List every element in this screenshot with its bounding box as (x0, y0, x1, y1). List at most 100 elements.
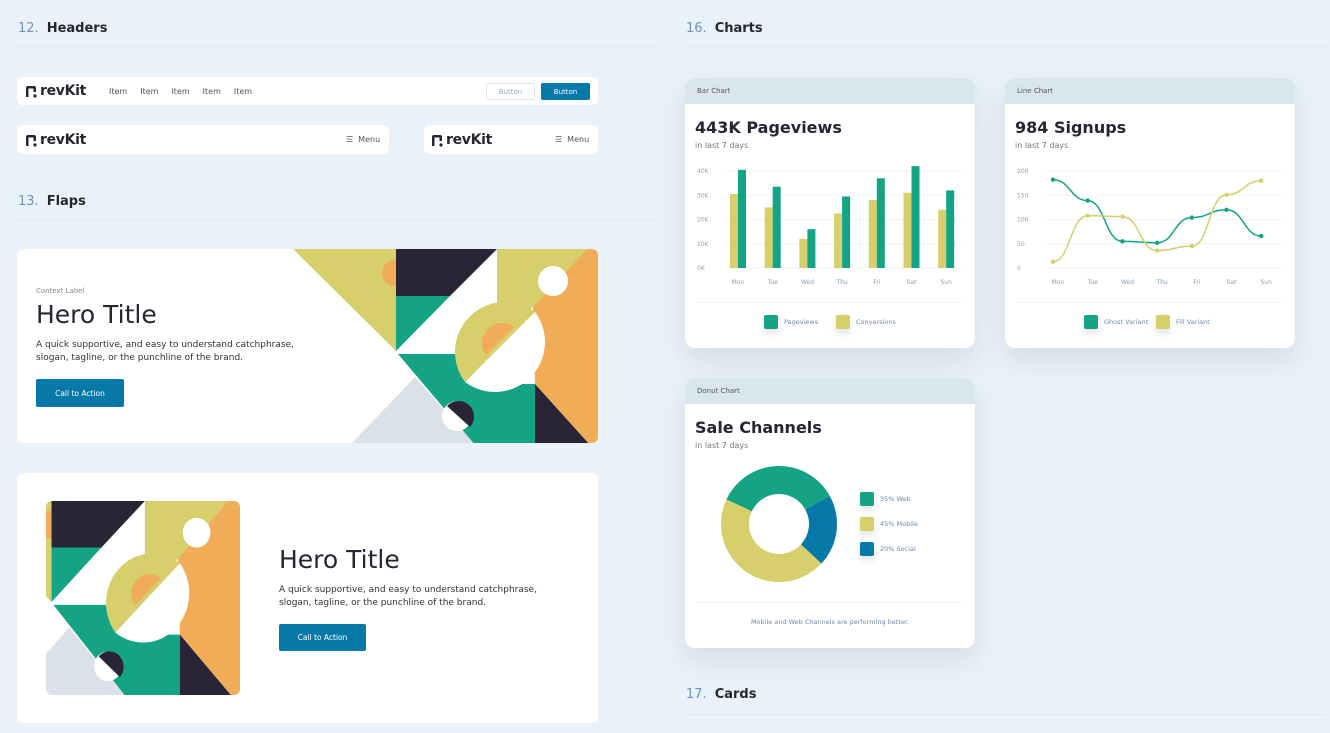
x-tick-label: Wed (1121, 279, 1134, 286)
legend-swatch (1084, 315, 1098, 329)
y-tick-label: 200 (1017, 168, 1029, 175)
legend-swatch (764, 315, 778, 329)
bar-conversions (903, 192, 912, 268)
data-point (1120, 239, 1125, 244)
data-point (1085, 198, 1090, 203)
bar-pageviews (946, 190, 955, 268)
legend-swatch (1156, 315, 1170, 329)
y-tick-label: 100 (1017, 217, 1029, 224)
context-label: Context Label (36, 287, 85, 295)
brand-logo[interactable]: revKit (25, 132, 86, 148)
chart-footer-note: Mobile and Web Channels are performing b… (750, 618, 910, 626)
bar-conversions (938, 209, 947, 268)
hero-title: Hero Title (279, 545, 400, 574)
data-point (1259, 178, 1264, 183)
legend-item: Conversions (836, 315, 896, 329)
data-point (1224, 192, 1229, 197)
y-tick-label: 0 (1017, 265, 1021, 272)
x-tick-label: Sat (907, 279, 917, 286)
brand-logo[interactable]: revKit (431, 132, 492, 148)
divider (18, 220, 658, 221)
header-mobile: revKit ☰ Menu (424, 125, 598, 154)
y-tick-label: 50 (1017, 241, 1025, 248)
bar-pageviews (807, 229, 816, 268)
legend-item: Fill Variant (1156, 315, 1210, 329)
brand-logo[interactable]: revKit (25, 83, 86, 99)
legend-item: 45% Mobile (860, 517, 918, 531)
hero-description: A quick supportive, and easy to understa… (36, 340, 294, 363)
nav-item[interactable]: Item (109, 87, 128, 96)
chart-subtitle: in last 7 days (1015, 141, 1069, 150)
bar-conversions (834, 213, 843, 268)
hero-illustration (46, 501, 240, 695)
donut-chart-card: Donut Chart Sale Channels in last 7 days… (685, 378, 975, 648)
bar-chart-card: Bar Chart 443K Pageviews in last 7 days … (685, 78, 975, 348)
flap-hero-1: Context Label Hero Title A quick support… (17, 249, 598, 443)
y-tick-label: 10K (697, 241, 710, 248)
donut-slice (721, 499, 822, 582)
chart-title: Sale Channels (695, 418, 822, 437)
x-tick-label: Thu (835, 279, 847, 286)
nav-item[interactable]: Item (140, 87, 159, 96)
series-line (1052, 178, 1262, 244)
nav-item[interactable]: Item (233, 87, 253, 96)
data-point (1050, 259, 1056, 264)
legend-item: Pageviews (764, 315, 818, 329)
legend-swatch (860, 542, 874, 556)
bar-pageviews (772, 186, 781, 268)
ghost-button[interactable]: Button (486, 83, 535, 100)
menu-button[interactable]: ☰ Menu (346, 135, 381, 144)
primary-button[interactable]: Button (541, 83, 590, 100)
card-label: Line Chart (1005, 78, 1295, 104)
bar-pageviews (738, 169, 746, 268)
menu-button[interactable]: ☰ Menu (555, 135, 590, 144)
data-point (1224, 207, 1229, 212)
legend-swatch (860, 492, 874, 506)
chart-title: 984 Signups (1015, 118, 1127, 137)
card-label: Donut Chart (685, 378, 975, 404)
hamburger-icon: ☰ (555, 135, 563, 144)
x-tick-label: Sun (1260, 279, 1272, 286)
x-tick-label: Thu (1155, 279, 1167, 286)
data-point (1085, 213, 1090, 218)
bar-conversions (730, 194, 738, 268)
data-point (1189, 215, 1194, 220)
chart-title: 443K Pageviews (695, 118, 842, 137)
data-point (1050, 177, 1056, 182)
data-point (1120, 214, 1125, 219)
data-point (1189, 243, 1194, 249)
nav-menu: Item Item Item Item Item (109, 87, 265, 96)
logo-icon (26, 134, 37, 147)
nav-item[interactable]: Item (202, 87, 221, 96)
section-heading-flaps: 13. Flaps (18, 194, 86, 209)
hero-description: A quick supportive, and easy to understa… (279, 585, 537, 608)
data-point (1154, 248, 1160, 253)
x-tick-label: Sun (940, 279, 952, 286)
divider (697, 602, 963, 603)
header-tablet: revKit ☰ Menu (17, 125, 389, 154)
logo-icon (432, 134, 443, 147)
hero-illustration (293, 249, 598, 443)
line-chart: 0 50 100 150 200 Mon Tue Wed Thu Fri Sat Sun (1017, 168, 1283, 286)
bar-conversions (799, 238, 808, 268)
divider (1017, 302, 1283, 303)
bar-conversions (764, 207, 773, 268)
x-tick-label: Wed (801, 279, 814, 286)
donut-slice (800, 495, 837, 564)
x-tick-label: Mon (732, 279, 745, 286)
legend-item: Ghost Variant (1084, 315, 1148, 329)
legend-swatch (860, 517, 874, 531)
legend-item: 20% Social (860, 542, 916, 556)
call-to-action-button[interactable]: Call to Action (36, 379, 124, 407)
section-heading-headers: 12. Headers (18, 21, 108, 36)
divider (697, 302, 963, 303)
y-tick-label: 150 (1017, 192, 1029, 199)
divider (686, 46, 1326, 47)
section-heading-charts: 16. Charts (686, 21, 763, 36)
flap-hero-2: Hero Title A quick supportive, and easy … (17, 473, 598, 723)
hamburger-icon: ☰ (346, 135, 354, 144)
x-tick-label: Tue (767, 279, 779, 286)
call-to-action-button[interactable]: Call to Action (279, 624, 366, 651)
y-tick-label: 30K (697, 192, 710, 199)
nav-item[interactable]: Item (171, 87, 190, 96)
